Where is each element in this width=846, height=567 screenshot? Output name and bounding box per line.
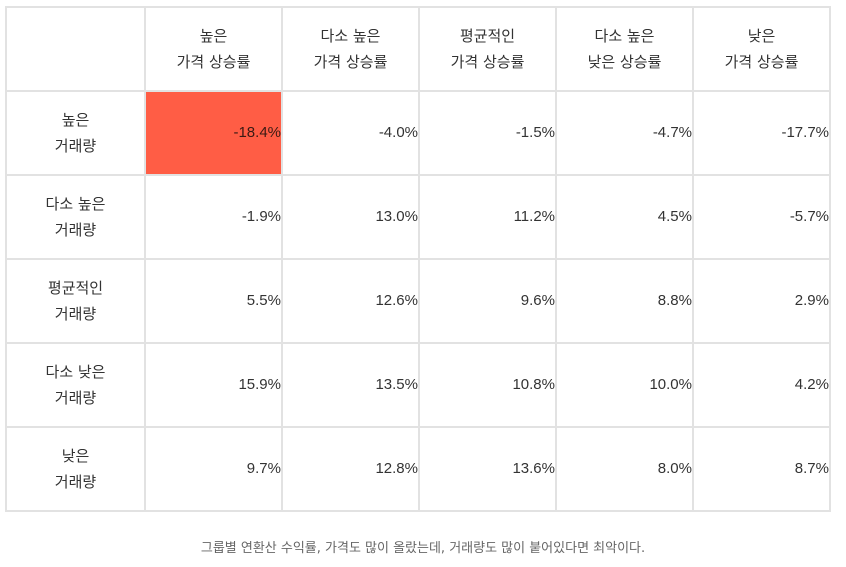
row-header-average-volume: 평균적인 거래량 (7, 260, 144, 342)
column-header-line2: 가격 상승률 (176, 53, 251, 71)
value-cell: 12.8% (283, 428, 418, 510)
value-cell: 4.5% (557, 176, 692, 258)
row-header-line1: 평균적인 (47, 279, 104, 297)
value-cell: 10.8% (420, 344, 555, 426)
value-cell: 13.5% (283, 344, 418, 426)
row-header-line2: 거래량 (54, 389, 97, 407)
row-header-line1: 다소 높은 (45, 195, 106, 213)
value-cell: -17.7% (694, 92, 829, 174)
column-header-line2: 낮은 상승률 (587, 53, 662, 71)
column-header-line2: 가격 상승률 (724, 53, 799, 71)
value-cell: -1.5% (420, 92, 555, 174)
table-row: 평균적인 거래량 5.5% 12.6% 9.6% 8.8% 2.9% (7, 260, 829, 342)
value-cell: 9.6% (420, 260, 555, 342)
row-header-line1: 낮은 (61, 447, 90, 465)
value-cell: 8.7% (694, 428, 829, 510)
value-cell: 9.7% (146, 428, 281, 510)
column-header-line1: 평균적인 (459, 27, 516, 45)
value-cell: -1.9% (146, 176, 281, 258)
row-header-line2: 거래량 (54, 221, 97, 239)
column-header-average-price: 평균적인 가격 상승률 (420, 8, 555, 90)
row-header-somewhat-high-volume: 다소 높은 거래량 (7, 176, 144, 258)
value-cell: 13.0% (283, 176, 418, 258)
value-cell: 5.5% (146, 260, 281, 342)
table-row: 낮은 거래량 9.7% 12.8% 13.6% 8.0% 8.7% (7, 428, 829, 510)
column-header-line1: 낮은 (747, 27, 776, 45)
column-header-somewhat-high-price: 다소 높은 가격 상승률 (283, 8, 418, 90)
header-row: 높은 가격 상승률 다소 높은 가격 상승률 평균적인 가격 상승률 다소 높은… (7, 8, 829, 90)
row-header-line2: 거래량 (54, 137, 97, 155)
row-header-low-volume: 낮은 거래량 (7, 428, 144, 510)
table-row: 높은 거래량 -18.4% -4.0% -1.5% -4.7% -17.7% (7, 92, 829, 174)
value-cell: 13.6% (420, 428, 555, 510)
row-header-somewhat-low-volume: 다소 낮은 거래량 (7, 344, 144, 426)
value-cell: -4.0% (283, 92, 418, 174)
value-cell: -4.7% (557, 92, 692, 174)
row-header-line1: 높은 (61, 111, 90, 129)
column-header-low-price: 낮은 가격 상승률 (694, 8, 829, 90)
value-cell: 4.2% (694, 344, 829, 426)
value-cell: 8.0% (557, 428, 692, 510)
value-cell: 11.2% (420, 176, 555, 258)
column-header-line2: 가격 상승률 (313, 53, 388, 71)
column-header-line1: 높은 (199, 27, 228, 45)
column-header-somewhat-low-price: 다소 높은 낮은 상승률 (557, 8, 692, 90)
highlighted-value-cell: -18.4% (146, 92, 281, 174)
column-header-line1: 다소 높은 (320, 27, 381, 45)
value-cell: -5.7% (694, 176, 829, 258)
table-row: 다소 높은 거래량 -1.9% 13.0% 11.2% 4.5% -5.7% (7, 176, 829, 258)
table-caption: 그룹별 연환산 수익률, 가격도 많이 올랐는데, 거래량도 많이 붙어있다면 … (200, 541, 646, 556)
column-header-high-price: 높은 가격 상승률 (146, 8, 281, 90)
column-header-line2: 가격 상승률 (450, 53, 525, 71)
row-header-line2: 거래량 (54, 473, 97, 491)
value-cell: 2.9% (694, 260, 829, 342)
row-header-high-volume: 높은 거래량 (7, 92, 144, 174)
row-header-line1: 다소 낮은 (45, 363, 106, 381)
returns-matrix-container: 높은 가격 상승률 다소 높은 가격 상승률 평균적인 가격 상승률 다소 높은… (5, 6, 831, 512)
corner-cell (7, 8, 144, 90)
row-header-line2: 거래량 (54, 305, 97, 323)
table-row: 다소 낮은 거래량 15.9% 13.5% 10.8% 10.0% 4.2% (7, 344, 829, 426)
returns-matrix-table: 높은 가격 상승률 다소 높은 가격 상승률 평균적인 가격 상승률 다소 높은… (5, 6, 831, 512)
column-header-line1: 다소 높은 (594, 27, 655, 45)
value-cell: 10.0% (557, 344, 692, 426)
value-cell: 15.9% (146, 344, 281, 426)
value-cell: 8.8% (557, 260, 692, 342)
value-cell: 12.6% (283, 260, 418, 342)
